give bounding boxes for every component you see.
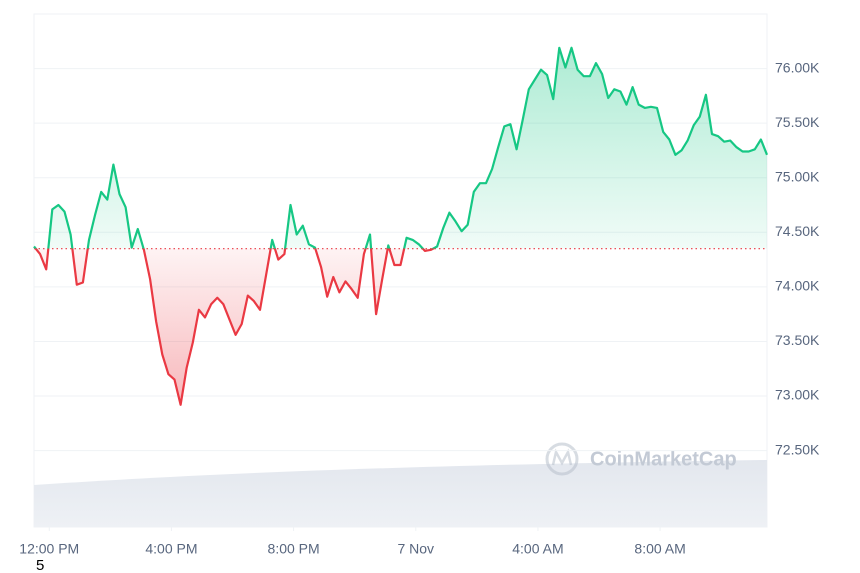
x-tick-label: 12:00 PM: [19, 541, 79, 557]
area-fill: [34, 47, 767, 405]
x-tick-label: 4:00 PM: [145, 541, 197, 557]
y-tick-label: 73.00K: [775, 387, 820, 403]
volume-area: [34, 460, 767, 527]
price-line: [33, 46, 769, 406]
y-tick-label: 75.50K: [775, 114, 820, 130]
y-tick-label: 74.00K: [775, 278, 820, 294]
watermark-logo: [545, 442, 579, 476]
watermark: CoinMarketCap: [590, 448, 737, 470]
y-tick-label: 74.50K: [775, 223, 820, 239]
x-tick-label: 4:00 AM: [512, 541, 563, 557]
y-tick-label: 72.50K: [775, 441, 820, 457]
y-tick-label: 76.00K: [775, 59, 820, 75]
y-tick-label: 73.50K: [775, 332, 820, 348]
x-tick-label: 8:00 PM: [268, 541, 320, 557]
x-tick-label: 8:00 AM: [634, 541, 685, 557]
x-tick-label: 7 Nov: [397, 541, 434, 557]
y-tick-label: 75.00K: [775, 168, 820, 184]
footnote: 5: [36, 557, 44, 573]
